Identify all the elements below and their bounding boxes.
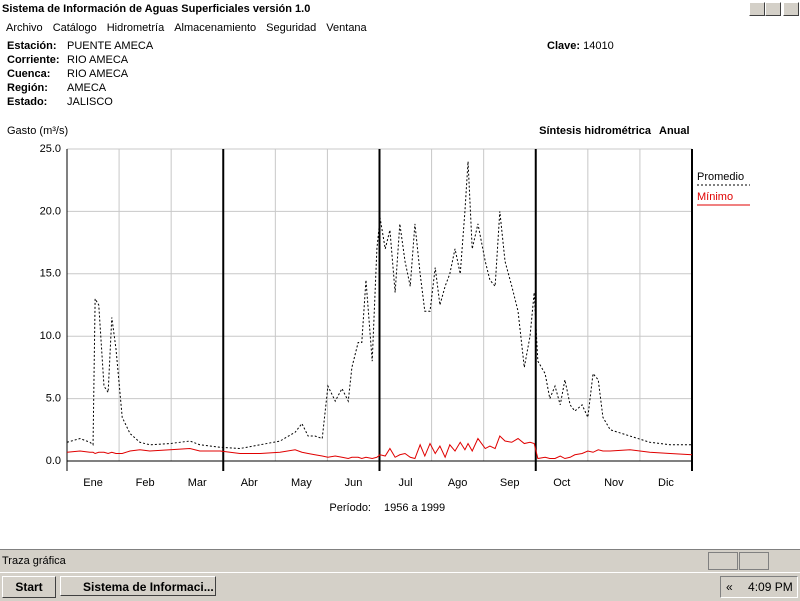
y-tick-label: 25.0 [40, 143, 61, 155]
menu-bar: Archivo Catálogo Hidrometría Almacenamiento… [0, 18, 800, 38]
title-bar: Sistema de Información de Aguas Superfic… [0, 0, 800, 18]
status-panel [708, 552, 738, 570]
y-axis-label: Gasto (m³/s) [7, 125, 68, 137]
y-tick-label: 15.0 [40, 268, 61, 280]
status-bar: Traza gráfica [0, 549, 800, 572]
x-tick-label: Oct [553, 477, 570, 489]
taskbar: Start Sistema de Informaci... « 4:09 PM [0, 572, 800, 601]
period-value: 1956 a 1999 [384, 502, 445, 514]
field-value: PUENTE AMECA [67, 40, 154, 52]
menu-item[interactable]: Seguridad [266, 22, 317, 34]
x-tick-label: Mar [188, 477, 207, 489]
field-label: Estación: [7, 40, 57, 52]
maximize-button[interactable] [765, 2, 781, 16]
x-tick-label: Dic [658, 477, 674, 489]
status-text: Traza gráfica [2, 555, 66, 567]
clave-value: 14010 [583, 40, 614, 52]
x-tick-label: Ene [83, 477, 103, 489]
menu-item[interactable]: Catálogo [52, 22, 97, 34]
x-tick-label: Jun [345, 477, 363, 489]
status-panel [739, 552, 769, 570]
chart-subtitle-period: Anual [659, 125, 690, 137]
menu-item[interactable]: Hidrometría [106, 22, 165, 34]
chart: Gasto (m³/s) Síntesis hidrométrica Anual… [7, 125, 750, 514]
period-label: Período: [329, 502, 371, 514]
y-tick-label: 10.0 [40, 330, 61, 342]
legend-label: Promedio [697, 171, 744, 183]
menu-item[interactable]: Ventana [326, 22, 367, 34]
x-tick-label: Sep [500, 477, 520, 489]
x-tick-label: Jul [399, 477, 413, 489]
chart-subtitle: Síntesis hidrométrica [539, 125, 652, 137]
start-button[interactable]: Start [2, 576, 56, 598]
y-tick-label: 20.0 [40, 205, 61, 217]
field-label: Estado: [7, 96, 48, 108]
field-value: JALISCO [67, 96, 113, 108]
x-tick-label: May [291, 477, 312, 489]
legend-label: Mínimo [697, 191, 733, 203]
field-value: RIO AMECA [67, 68, 129, 80]
field-label: Región: [7, 82, 48, 94]
series-line [66, 161, 692, 450]
x-tick-label: Abr [241, 477, 258, 489]
field-label: Cuenca: [7, 68, 51, 80]
clock: 4:09 PM [748, 580, 793, 594]
window-title: Sistema de Información de Aguas Superfic… [2, 3, 311, 15]
task-button[interactable]: Sistema de Informaci... [60, 576, 216, 596]
tray: « 4:09 PM [720, 576, 798, 598]
y-tick-label: 0.0 [46, 455, 61, 467]
field-label: Corriente: [7, 54, 60, 66]
x-tick-label: Nov [604, 477, 624, 489]
minimize-button[interactable] [749, 2, 765, 16]
y-tick-label: 5.0 [46, 393, 61, 405]
tray-arrows[interactable]: « [726, 580, 733, 594]
menu-item[interactable]: Archivo [6, 22, 43, 34]
close-button[interactable] [783, 2, 799, 16]
field-value: AMECA [67, 82, 107, 94]
menu-item[interactable]: Almacenamiento [174, 22, 257, 34]
series-line [66, 435, 693, 460]
clave: Clave: 14010 [547, 40, 614, 52]
clave-label: Clave: [547, 40, 581, 52]
x-tick-label: Ago [448, 477, 468, 489]
field-value: RIO AMECA [67, 54, 129, 66]
x-tick-label: Feb [136, 477, 155, 489]
